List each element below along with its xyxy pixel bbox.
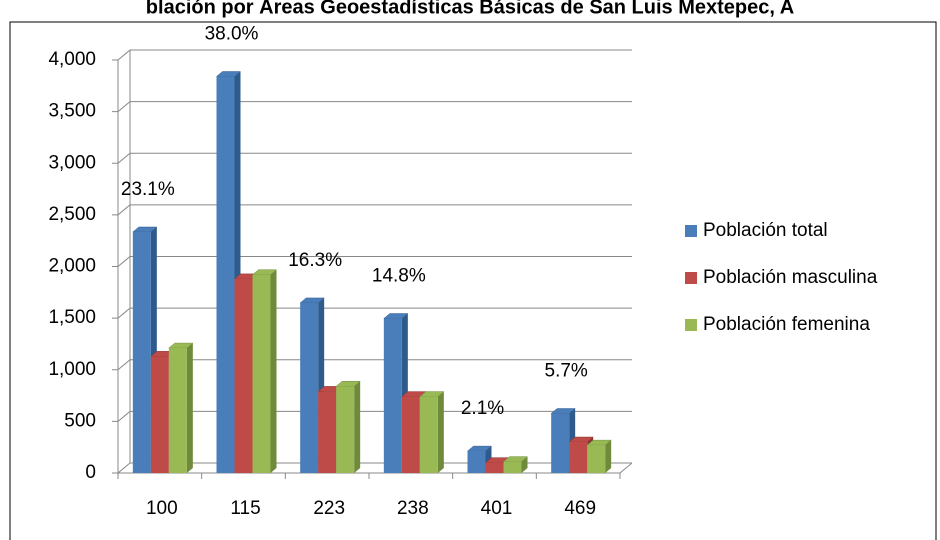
share-label: 2.1%: [461, 398, 504, 419]
legend-label: Población femenina: [703, 314, 870, 335]
bar: [252, 274, 271, 473]
y-tick-label: 3,000: [48, 152, 96, 173]
legend-label: Población total: [703, 220, 828, 241]
grid-line: [117, 49, 632, 61]
bar: [569, 442, 588, 473]
y-tick-label: 1,500: [48, 307, 96, 328]
x-tick-label: 401: [481, 498, 513, 519]
bar: [467, 451, 486, 473]
y-tick-label: 0: [85, 462, 96, 483]
grid-line: [117, 410, 632, 422]
bar: [234, 278, 253, 473]
legend-swatch: [685, 225, 697, 237]
bar: [168, 348, 187, 473]
share-label: 14.8%: [372, 266, 426, 287]
grid-line: [117, 307, 632, 319]
bar: [383, 318, 402, 473]
grid-line: [117, 101, 632, 113]
grid-line: [117, 462, 632, 474]
bar-side: [437, 391, 444, 473]
bar: [132, 232, 151, 473]
bar: [216, 76, 235, 474]
grid-line: [117, 256, 632, 267]
x-tick-label: 238: [397, 498, 429, 519]
grid-line: [117, 152, 632, 164]
bar-side: [270, 269, 277, 473]
grid-line: [117, 204, 632, 216]
chart-title: blación por Áreas Geoestadísticas Básica…: [146, 0, 794, 18]
y-tick-label: 2,000: [48, 256, 96, 277]
bar-side: [521, 456, 528, 473]
bar: [419, 396, 438, 473]
legend-swatch: [685, 272, 697, 284]
bar-side: [605, 440, 612, 473]
y-tick-label: 1,000: [48, 359, 96, 380]
x-tick-label: 223: [313, 498, 345, 519]
bar: [300, 302, 319, 473]
legend-swatch: [685, 319, 697, 331]
y-tick-label: 500: [64, 410, 96, 431]
share-label: 5.7%: [545, 361, 588, 382]
share-label: 23.1%: [121, 179, 175, 200]
bar: [587, 445, 606, 473]
share-label: 16.3%: [288, 250, 342, 271]
bar: [401, 396, 420, 473]
y-tick-label: 3,500: [48, 101, 96, 122]
bar: [336, 386, 355, 473]
bar: [150, 356, 169, 473]
x-tick-label: 100: [146, 498, 178, 519]
bar: [485, 462, 504, 473]
x-tick-label: 115: [230, 498, 260, 519]
share-label: 38.0%: [205, 24, 259, 45]
y-tick-label: 4,000: [48, 49, 96, 70]
bar-side: [354, 381, 361, 473]
y-tick-label: 2,500: [48, 204, 96, 225]
bar: [318, 391, 337, 473]
bar-side: [186, 343, 193, 473]
bar: [503, 461, 522, 473]
x-tick-label: 469: [564, 498, 596, 519]
legend-label: Población masculina: [703, 267, 878, 288]
grid-line: [117, 359, 632, 371]
bar: [551, 413, 570, 473]
